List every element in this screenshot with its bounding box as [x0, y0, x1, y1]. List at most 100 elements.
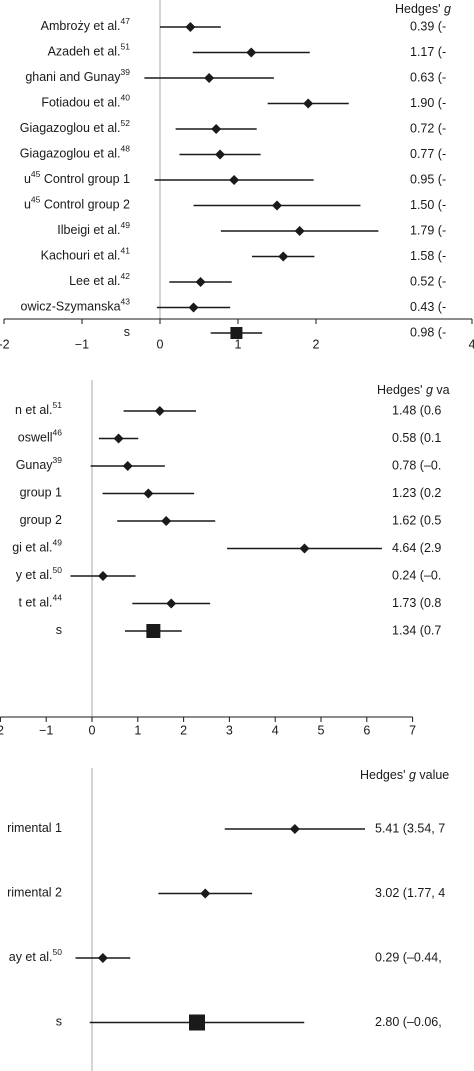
effect-diamond — [272, 200, 282, 211]
study-label: Gunay39 — [16, 455, 63, 472]
effect-diamond — [211, 124, 222, 134]
effect-diamond — [229, 175, 240, 185]
effect-diamond — [185, 22, 196, 32]
study-label: oswell46 — [18, 428, 62, 445]
x-tick-label: 0 — [157, 337, 164, 351]
study-row: ay et al.50 0.29 (–0.44, — [9, 947, 442, 964]
effect-size-label: 1.23 (0.2 — [392, 486, 441, 500]
effect-size-label: 0.39 (- — [410, 19, 446, 33]
study-row: y et al.50 0.24 (–0. — [16, 565, 442, 582]
x-tick-label: 5 — [318, 723, 325, 737]
effect-diamond — [143, 488, 154, 499]
study-row: Gunay39 0.78 (–0. — [16, 455, 442, 472]
study-row: Azadeh et al.51 1.17 (- — [48, 42, 447, 59]
study-row: u45 Control group 1 0.95 (- — [24, 169, 446, 186]
summary-row: s 0.98 (- — [124, 325, 446, 339]
header-label: Hedges' g va — [377, 383, 450, 397]
effect-size-label: 1.62 (0.5 — [392, 513, 441, 527]
study-label: group 1 — [20, 486, 62, 500]
effect-diamond — [278, 251, 289, 262]
x-tick-label: 1 — [235, 337, 242, 351]
study-label: Azadeh et al.51 — [48, 42, 131, 59]
study-label: Lee et al.42 — [69, 271, 130, 288]
effect-size-label: 0.52 (- — [410, 274, 446, 288]
study-row: n et al.51 1.48 (0.6 — [15, 400, 441, 417]
effect-diamond — [188, 302, 199, 313]
study-row: u45 Control group 2 1.50 (- — [24, 195, 446, 212]
study-row: group 2 1.62 (0.5 — [20, 513, 442, 527]
study-row: Ambroży et al.47 0.39 (- — [41, 16, 447, 33]
x-tick-label: 4 — [272, 723, 279, 737]
summary-square — [146, 624, 161, 638]
study-label: ay et al.50 — [9, 947, 63, 964]
study-row: Giagazoglou et al.48 0.77 (- — [20, 144, 446, 161]
summary-row: s 2.80 (–0.06, — [56, 1014, 442, 1031]
effect-diamond — [200, 888, 211, 899]
effect-diamond — [97, 953, 108, 963]
effect-size-label: 1.50 (- — [410, 198, 446, 212]
x-tick-label: 3 — [226, 723, 233, 737]
study-label: s — [56, 623, 62, 637]
x-tick-label: 2 — [180, 723, 187, 737]
study-row: gi et al.49 4.64 (2.9 — [12, 538, 441, 555]
study-row: rimental 2 3.02 (1.77, 4 — [7, 886, 445, 900]
forest-panel-1: Hedges' g -2 −1 0 1 2 4 Ambroży et al.47 0.39 (-… — [0, 0, 474, 351]
effect-size-label: 4.64 (2.9 — [392, 541, 441, 555]
effect-diamond — [246, 47, 257, 58]
study-row: Ilbeigi et al.49 1.79 (- — [57, 220, 446, 237]
effect-size-label: 1.58 (- — [410, 249, 446, 263]
effect-diamond — [97, 571, 108, 581]
effect-size-label: 3.02 (1.77, 4 — [375, 886, 445, 900]
study-row: Giagazoglou et al.52 0.72 (- — [20, 118, 446, 135]
summary-row: s 1.34 (0.7 — [56, 623, 441, 638]
study-label: Kachouri et al.41 — [41, 246, 131, 263]
study-label: u45 Control group 1 — [24, 169, 130, 186]
effect-size-label: 2.80 (–0.06, — [375, 1015, 442, 1029]
effect-diamond — [204, 73, 215, 83]
effect-size-label: 0.72 (- — [410, 121, 446, 135]
study-row: ghani and Gunay39 0.63 (- — [25, 67, 446, 84]
study-label: n et al.51 — [15, 400, 62, 417]
study-label: group 2 — [20, 513, 62, 527]
x-tick-label: 1 — [134, 723, 141, 737]
effect-size-label: 0.78 (–0. — [392, 458, 441, 472]
effect-diamond — [294, 226, 305, 236]
effect-diamond — [289, 824, 300, 834]
effect-diamond — [303, 98, 314, 109]
forest-panel-2: Hedges' g va 2 −1 0 1 2 3 4 5 6 7 n et al.51 1.48 (0… — [0, 380, 450, 737]
study-label: Fotiadou et al.40 — [41, 93, 130, 110]
effect-size-label: 5.41 (3.54, 7 — [375, 821, 445, 835]
effect-size-label: 0.95 (- — [410, 172, 446, 186]
effect-size-label: 1.48 (0.6 — [392, 403, 441, 417]
effect-size-label: 0.77 (- — [410, 147, 446, 161]
study-label: Ilbeigi et al.49 — [57, 220, 130, 237]
x-tick-label: 2 — [313, 337, 320, 351]
study-label: Ambroży et al.47 — [41, 16, 131, 33]
x-tick-label: 6 — [363, 723, 370, 737]
study-row: owicz-Szymanska43 0.43 (- — [21, 297, 447, 314]
study-label: rimental 1 — [7, 821, 62, 835]
effect-size-label: 1.34 (0.7 — [392, 623, 441, 637]
study-row: group 1 1.23 (0.2 — [20, 486, 442, 500]
study-row: t et al.44 1.73 (0.8 — [18, 593, 441, 610]
effect-size-label: 0.58 (0.1 — [392, 431, 441, 445]
effect-size-label: 1.90 (- — [410, 96, 446, 110]
x-tick-label: -2 — [0, 337, 10, 351]
study-row: Fotiadou et al.40 1.90 (- — [41, 93, 446, 110]
x-tick-label: −1 — [75, 337, 89, 351]
study-label: y et al.50 — [16, 565, 63, 582]
study-row: oswell46 0.58 (0.1 — [18, 428, 442, 445]
effect-diamond — [195, 277, 206, 287]
study-label: owicz-Szymanska43 — [21, 297, 131, 314]
effect-size-label: 1.79 (- — [410, 223, 446, 237]
summary-square — [230, 327, 243, 339]
effect-size-label: 0.29 (–0.44, — [375, 950, 442, 964]
effect-diamond — [166, 598, 177, 609]
effect-diamond — [161, 516, 172, 526]
study-label: t et al.44 — [18, 593, 62, 610]
summary-square — [189, 1014, 205, 1031]
study-row: Lee et al.42 0.52 (- — [69, 271, 446, 288]
study-label: Giagazoglou et al.48 — [20, 144, 130, 161]
study-row: rimental 1 5.41 (3.54, 7 — [7, 821, 445, 835]
study-label: Giagazoglou et al.52 — [20, 118, 130, 135]
